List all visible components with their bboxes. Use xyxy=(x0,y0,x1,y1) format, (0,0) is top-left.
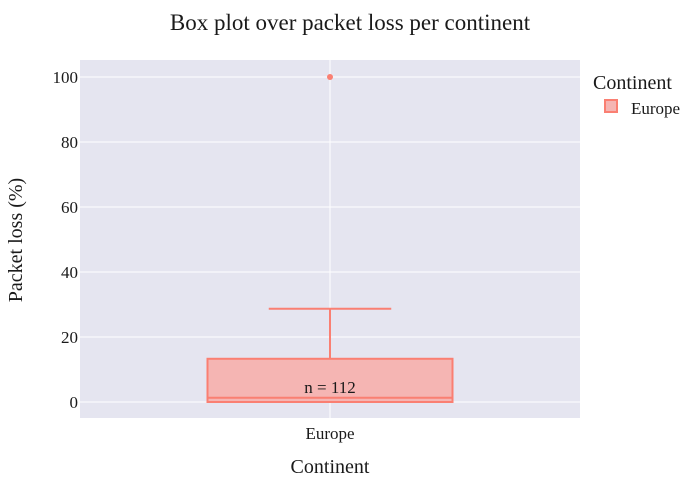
y-tick-label-100: 100 xyxy=(53,68,79,87)
box-europe[interactable] xyxy=(206,357,454,403)
count-annotation: n = 112 xyxy=(304,378,355,397)
y-tick-labels: 0 20 40 60 80 100 xyxy=(53,68,79,412)
y-tick-label-60: 60 xyxy=(61,198,78,217)
legend-swatch-europe[interactable] xyxy=(604,99,618,113)
y-tick-label-0: 0 xyxy=(70,393,79,412)
legend-title: Continent xyxy=(593,72,672,94)
box-series: n = 112 xyxy=(206,74,454,403)
chart-title: Box plot over packet loss per continent xyxy=(170,10,531,35)
y-tick-label-20: 20 xyxy=(61,328,78,347)
x-axis-label: Continent xyxy=(291,456,370,478)
outlier-point-0[interactable] xyxy=(327,74,333,80)
y-axis-label: Packet loss (%) xyxy=(5,178,27,302)
x-tick-labels: Europe xyxy=(305,424,354,443)
legend: Continent Europe xyxy=(593,72,680,118)
y-tick-label-80: 80 xyxy=(61,133,78,152)
legend-label-europe[interactable]: Europe xyxy=(631,99,680,118)
x-tick-label-europe: Europe xyxy=(305,424,354,443)
y-tick-label-40: 40 xyxy=(61,263,78,282)
